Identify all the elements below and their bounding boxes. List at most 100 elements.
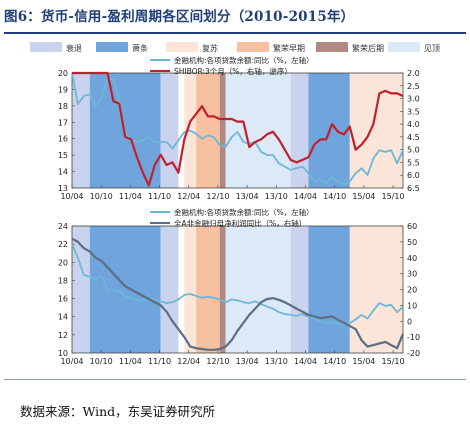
left-tick-label: 20: [58, 69, 68, 78]
x-tick-label: 13/04: [236, 357, 259, 366]
x-tick-label: 12/10: [206, 192, 229, 201]
bottom-rule: [4, 379, 466, 380]
phase-band-phase2: [89, 226, 161, 353]
left-tick-label: 17: [58, 118, 68, 127]
legend-swatch-phase5: [316, 42, 348, 52]
series-line-profit: [71, 237, 405, 351]
series-line-shibor: [72, 71, 404, 187]
right-tick-label: 3.0: [407, 95, 420, 104]
left-tick-label: 10: [58, 349, 68, 358]
left-tick-label: 22: [58, 240, 68, 249]
x-tick-label: 12/10: [206, 357, 229, 366]
x-tick-label: 13/10: [265, 357, 288, 366]
x-tick-label: 14/10: [323, 192, 346, 201]
right-tick-label: 6.0: [407, 171, 420, 180]
plot-frame: [71, 72, 404, 189]
right-tick-label: 2.0: [407, 69, 420, 78]
legend-swatch-phase3: [166, 42, 198, 52]
right-tick-label: 0: [407, 317, 412, 326]
right-tick-label: 2.5: [407, 82, 420, 91]
right-tick-label: 60: [407, 222, 417, 231]
left-tick-label: 16: [58, 295, 68, 304]
phase-band-phase5: [219, 73, 226, 188]
x-tick-label: 12/04: [177, 357, 200, 366]
right-tick-label: 5.5: [407, 158, 420, 167]
figure-title: 图6：货币-信用-盈利周期各区间划分（2010-2015年）: [4, 9, 355, 25]
x-tick-label: 13/04: [236, 192, 259, 201]
left-tick-label: 14: [58, 313, 68, 322]
left-tick-label: 15: [58, 151, 68, 160]
phase-band-phase4: [196, 226, 220, 353]
legend-label-phase2: 萧条: [132, 43, 148, 53]
right-tick-label: 4.0: [407, 120, 420, 129]
legend-swatch-phase6: [388, 42, 420, 52]
x-tick-label: 10/10: [90, 192, 113, 201]
x-tick-label: 15/04: [352, 357, 375, 366]
left-tick-label: 13: [58, 184, 68, 193]
chart-area: 衰退 萧条 复苏 繁荣早期 繁荣后期 见顶 13 14 15 16 17 18 19 20 2.0 2.5 3…: [30, 42, 440, 366]
legend-label-phase5: 繁荣后期: [352, 43, 384, 53]
x-tick-label: 10/10: [90, 357, 113, 366]
phase-band-phase1: [160, 226, 179, 353]
right-tick-label: 4.5: [407, 133, 420, 142]
x-tick-label: 14/10: [323, 357, 346, 366]
phase-band-phase1: [72, 226, 90, 353]
right-tick-label: 30: [407, 270, 417, 279]
series-legend-label-profit: 全A非金融归母净利润同比（%，右轴）: [174, 218, 306, 228]
title-rule: [4, 32, 466, 34]
x-tick-label: 12/04: [177, 192, 200, 201]
source-note: 数据来源：Wind，东吴证券研究所: [20, 404, 216, 419]
phase-band-phase4: [196, 73, 220, 188]
phase-band-phase1: [160, 73, 179, 188]
phase-band-phase3: [349, 73, 403, 188]
x-tick-label: 11/10: [148, 357, 171, 366]
x-tick-label: 14/04: [294, 357, 317, 366]
legend-swatch-phase2: [96, 42, 128, 52]
right-tick-label: 20: [407, 286, 417, 295]
phase-legend: 衰退 萧条 复苏 繁荣早期 繁荣后期 见顶: [30, 42, 440, 53]
x-tick-label: 10/04: [60, 357, 83, 366]
phase-band-phase3: [349, 226, 403, 353]
series-legend-label-shibor: SHIBOR:3个月（%，右轴，逆序）: [174, 66, 292, 76]
x-tick-label: 13/10: [265, 192, 288, 201]
phase-band-phase5: [219, 226, 226, 353]
upper-chart-panel: 13 14 15 16 17 18 19 20 2.0 2.5 3.0 3.5 4.0 4.5 5.0 5.5…: [58, 55, 420, 201]
legend-swatch-phase4: [237, 42, 269, 52]
right-tick-label: 40: [407, 254, 417, 263]
series-legend-label-loan: 金融机构:各项贷款余额:同比（%，左轴）: [174, 55, 314, 65]
series-line-loan: [71, 72, 404, 186]
phase-band-phase3: [184, 226, 197, 353]
legend-label-phase6: 见顶: [424, 44, 440, 53]
x-tick-label: 11/04: [119, 357, 142, 366]
right-tick-label: -20: [407, 349, 420, 358]
phase-band-phase1: [72, 73, 90, 188]
right-tick-label: 3.5: [407, 107, 420, 116]
x-tick-label: 15/10: [382, 192, 405, 201]
legend-swatch-phase1: [30, 42, 62, 52]
left-tick-label: 20: [58, 258, 68, 267]
left-tick-label: 18: [58, 102, 68, 111]
lower-chart-panel: 10 12 14 16 18 20 22 24 -20 -10 0 10 20 30 40 50 60 10/04…: [58, 207, 420, 366]
legend-label-phase1: 衰退: [66, 43, 82, 53]
left-tick-label: 24: [58, 222, 68, 231]
x-tick-label: 14/04: [294, 192, 317, 201]
right-tick-label: -10: [407, 333, 420, 342]
phase-band-phase1: [290, 226, 309, 353]
right-tick-label: 10: [407, 301, 417, 310]
left-tick-label: 19: [58, 85, 68, 94]
series-line-loan: [71, 243, 404, 325]
left-tick-label: 16: [58, 135, 68, 144]
x-tick-label: 15/10: [382, 357, 405, 366]
left-tick-label: 12: [58, 331, 68, 340]
series-legend-label-loan: 金融机构:各项贷款余额:同比（%，左轴）: [174, 207, 314, 217]
x-tick-label: 11/04: [119, 192, 142, 201]
right-tick-label: 6.5: [407, 184, 420, 193]
left-tick-label: 18: [58, 276, 68, 285]
phase-band-phase2: [308, 226, 350, 353]
right-tick-label: 5.0: [407, 146, 420, 155]
phase-band-phase6: [225, 73, 291, 188]
x-tick-label: 11/10: [148, 192, 171, 201]
right-tick-label: 50: [407, 238, 417, 247]
x-tick-label: 15/04: [352, 192, 375, 201]
x-tick-label: 10/04: [60, 192, 83, 201]
